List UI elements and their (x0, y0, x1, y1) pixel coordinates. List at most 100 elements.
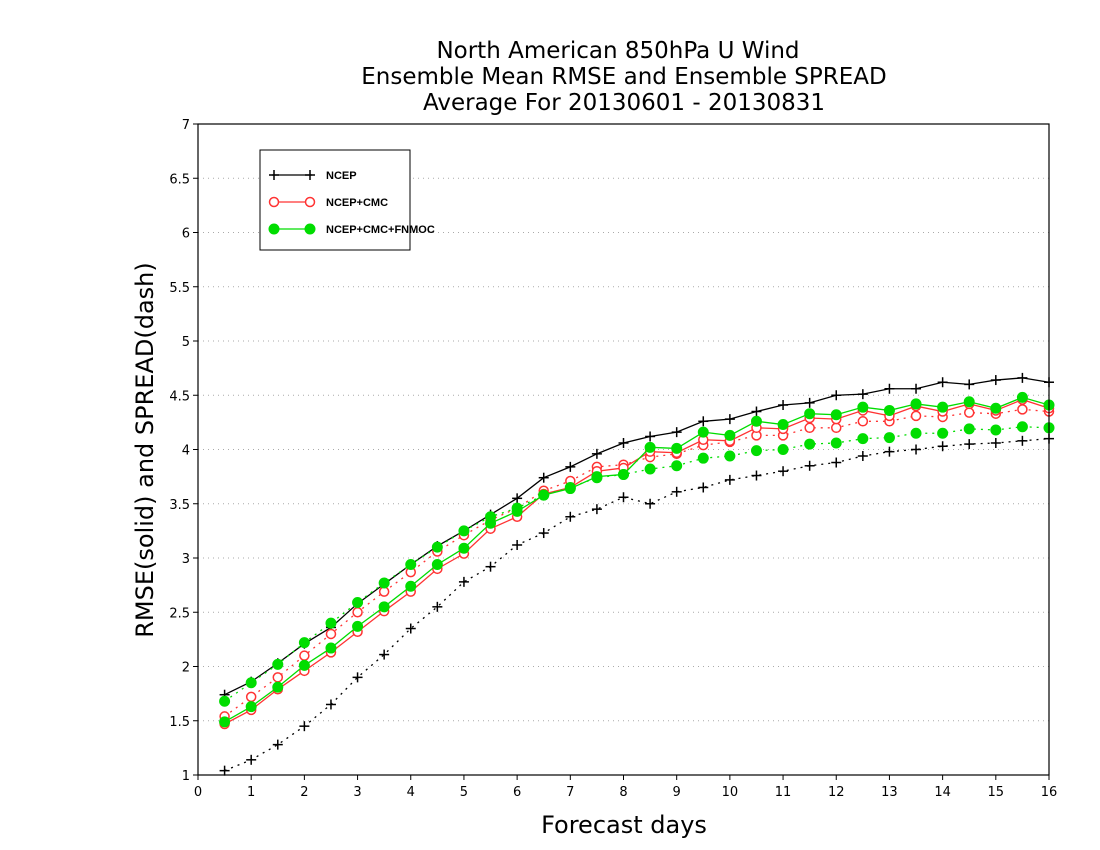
point-ncep-spread-3 (299, 721, 310, 732)
series-ncep-cmc-fnmoc-spread-line (224, 426, 1050, 702)
point-ncep-rmse-12 (538, 472, 549, 483)
point-ncep-spread-22 (804, 460, 815, 471)
point-ncep-cmc-fnmoc-spread-17 (671, 460, 683, 472)
point-ncep-cmc-fnmoc-rmse-9 (458, 542, 470, 554)
point-ncep-spread-23 (831, 457, 842, 468)
point-ncep-cmc-fnmoc-spread-28 (963, 423, 975, 435)
point-ncep-rmse-15 (618, 437, 629, 448)
point-ncep-rmse-26 (911, 383, 922, 394)
point-ncep-cmc-fnmoc-rmse-2 (272, 681, 284, 693)
x-tick-label-3: 3 (353, 785, 361, 800)
legend-marker-end-ncep-cmc (304, 196, 316, 208)
legend-marker-end-ncep-cmc-fnmoc (304, 223, 316, 235)
x-tick-label-0: 0 (194, 785, 202, 800)
point-ncep-rmse-21 (778, 400, 789, 411)
point-ncep-cmc-fnmoc-spread-22 (804, 438, 816, 450)
point-ncep-spread-20 (751, 470, 762, 481)
point-ncep-spread-21 (778, 466, 789, 477)
x-tick-label-2: 2 (300, 785, 308, 800)
point-ncep-rmse-27 (937, 377, 948, 388)
point-ncep-cmc-fnmoc-spread-25 (883, 432, 895, 444)
point-ncep-rmse-30 (1017, 372, 1028, 383)
point-ncep-cmc-fnmoc-spread-7 (405, 559, 417, 571)
point-ncep-cmc-fnmoc-rmse-25 (883, 404, 895, 416)
x-tick-label-10: 10 (722, 785, 739, 800)
point-ncep-cmc-fnmoc-rmse-30 (1016, 391, 1028, 403)
point-ncep-cmc-fnmoc-rmse-16 (644, 441, 656, 453)
series-layer (219, 372, 1055, 776)
point-ncep-spread-30 (1017, 435, 1028, 446)
x-tick-label-12: 12 (828, 785, 845, 800)
point-ncep-rmse-16 (645, 431, 656, 442)
point-ncep-cmc-fnmoc-rmse-6 (378, 601, 390, 613)
point-ncep-rmse-11 (512, 493, 523, 504)
point-ncep-rmse-20 (751, 406, 762, 417)
point-ncep-spread-25 (884, 446, 895, 457)
point-ncep-cmc-fnmoc-spread-26 (910, 427, 922, 439)
legend-label-ncep-cmc-fnmoc: NCEP+CMC+FNMOC (326, 224, 435, 236)
legend-marker-start-ncep-cmc (268, 196, 280, 208)
point-ncep-spread-9 (458, 576, 469, 587)
x-tick-label-16: 16 (1041, 785, 1058, 800)
y-tick-label-2: 2 (182, 661, 190, 676)
point-ncep-rmse-23 (831, 390, 842, 401)
point-ncep-cmc-fnmoc-rmse-4 (325, 642, 337, 654)
point-ncep-cmc-spread-22 (804, 422, 815, 434)
x-tick-label-9: 9 (673, 785, 681, 800)
point-ncep-cmc-spread-30 (1017, 404, 1028, 415)
point-ncep-cmc-spread-28 (963, 407, 975, 418)
point-ncep-spread-13 (565, 511, 576, 522)
y-tick-label-4: 3 (182, 552, 190, 567)
point-ncep-spread-5 (352, 672, 363, 683)
point-ncep-cmc-fnmoc-spread-23 (830, 437, 842, 449)
point-ncep-spread-1 (246, 754, 257, 765)
legend-marker-end-ncep (305, 170, 315, 180)
y-tick-label-9: 5.5 (169, 281, 190, 296)
point-ncep-spread-14 (591, 504, 602, 515)
point-ncep-spread-26 (911, 444, 922, 455)
point-ncep-spread-10 (485, 561, 496, 572)
x-tick-label-14: 14 (934, 785, 951, 800)
point-ncep-cmc-fnmoc-rmse-22 (804, 408, 816, 420)
point-ncep-cmc-spread-2 (272, 672, 284, 683)
point-ncep-rmse-28 (964, 379, 975, 390)
legend-label-ncep: NCEP (326, 170, 357, 182)
point-ncep-cmc-fnmoc-spread-0 (219, 695, 231, 707)
y-tick-label-0: 1 (182, 769, 190, 784)
point-ncep-spread-11 (512, 539, 523, 550)
series-ncep-cmc-spread-line (224, 408, 1050, 717)
axes: 11.522.533.544.555.566.570 1 2 3 4 5 6 7 8 9 10 11 1… (169, 118, 1057, 800)
point-ncep-spread-15 (618, 492, 629, 503)
point-ncep-cmc-fnmoc-spread-29 (990, 424, 1002, 436)
point-ncep-spread-27 (937, 441, 948, 452)
point-ncep-spread-8 (432, 601, 443, 612)
chart-title-line-2: Ensemble Mean RMSE and Ensemble SPREAD (361, 64, 886, 90)
point-ncep-cmc-fnmoc-rmse-18 (697, 426, 709, 438)
point-ncep-cmc-fnmoc-rmse-7 (405, 580, 417, 592)
point-ncep-rmse-22 (804, 397, 815, 408)
x-tick-label-11: 11 (775, 785, 792, 800)
point-ncep-spread-2 (272, 739, 283, 750)
point-ncep-spread-16 (645, 498, 656, 509)
y-tick-label-7: 4.5 (169, 389, 190, 404)
point-ncep-cmc-fnmoc-rmse-26 (910, 398, 922, 410)
point-ncep-cmc-fnmoc-rmse-0 (219, 716, 231, 728)
point-ncep-cmc-fnmoc-rmse-28 (963, 396, 975, 408)
point-ncep-cmc-fnmoc-rmse-21 (777, 419, 789, 431)
point-ncep-rmse-25 (884, 383, 895, 394)
point-ncep-cmc-fnmoc-rmse-8 (431, 559, 443, 571)
point-ncep-cmc-fnmoc-rmse-12 (538, 489, 550, 501)
point-ncep-rmse-17 (671, 427, 682, 438)
point-ncep-cmc-fnmoc-rmse-3 (298, 659, 310, 671)
point-ncep-cmc-fnmoc-rmse-20 (750, 415, 762, 427)
grid-lines (198, 177, 1049, 722)
y-tick-label-1: 1.5 (169, 715, 190, 730)
point-ncep-cmc-fnmoc-rmse-11 (511, 505, 523, 517)
legend-marker-start-ncep-cmc-fnmoc (268, 223, 280, 235)
point-ncep-cmc-fnmoc-rmse-15 (618, 468, 629, 480)
legend-box (259, 149, 411, 251)
point-ncep-cmc-fnmoc-rmse-13 (564, 483, 576, 495)
point-ncep-rmse-24 (857, 389, 868, 400)
y-axis-title: RMSE(solid) and SPREAD(dash) (131, 262, 159, 638)
